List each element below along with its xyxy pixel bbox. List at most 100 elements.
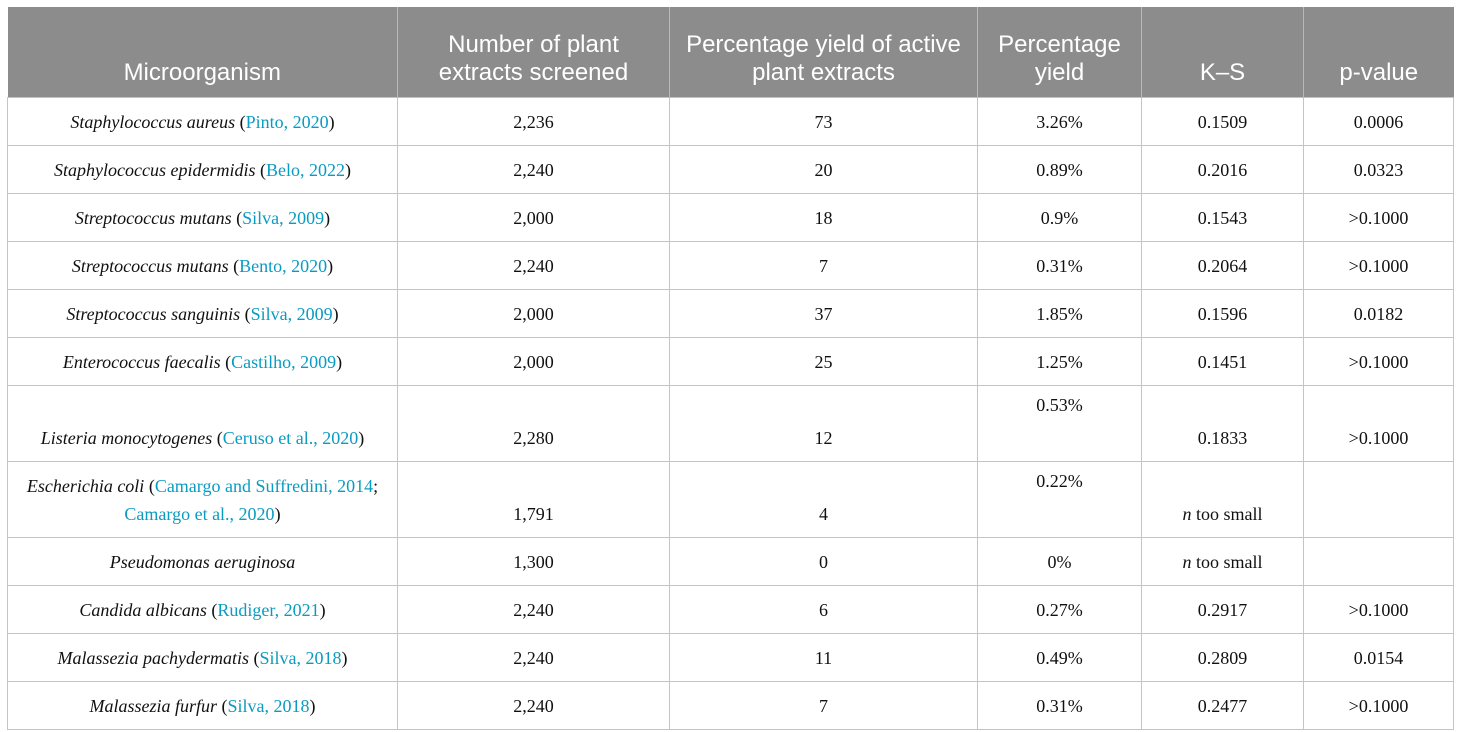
- organism-name: Candida albicans: [79, 600, 207, 620]
- citation-link[interactable]: Ceruso et al., 2020: [222, 428, 359, 448]
- cell-microorganism: Malassezia furfur (Silva, 2018): [7, 681, 398, 730]
- table-row: Staphylococcus aureus (Pinto, 2020) 2,23…: [7, 97, 1454, 146]
- citation-link[interactable]: Silva, 2009: [250, 304, 333, 324]
- cell-screened: 2,280: [397, 385, 670, 462]
- citation-link[interactable]: Rudiger, 2021: [217, 600, 320, 620]
- cell-microorganism: Streptococcus sanguinis (Silva, 2009): [7, 289, 398, 338]
- ks-note: too small: [1191, 504, 1263, 524]
- organism-name: Listeria monocytogenes: [40, 428, 213, 448]
- cell-ks: 0.1833: [1141, 385, 1304, 462]
- cell-microorganism: Listeria monocytogenes (Ceruso et al., 2…: [7, 385, 398, 462]
- organism-name: Streptococcus mutans: [71, 256, 229, 276]
- cell-screened: 2,240: [397, 681, 670, 730]
- citation-link[interactable]: Camargo et al., 2020: [124, 504, 275, 524]
- cell-microorganism: Pseudomonas aeruginosa: [7, 537, 398, 586]
- citation-link[interactable]: Camargo and Suffredini, 2014: [154, 476, 374, 496]
- ref-close: ): [336, 352, 343, 372]
- cell-screened: 2,000: [397, 193, 670, 242]
- cell-active: 7: [669, 241, 978, 290]
- cell-active: 37: [669, 289, 978, 338]
- n-symbol: n: [1182, 504, 1192, 524]
- cell-p-value: 0.0323: [1303, 145, 1454, 194]
- citation-link[interactable]: Silva, 2009: [242, 208, 325, 228]
- citation-link[interactable]: Belo, 2022: [265, 160, 345, 180]
- ref-close: ): [327, 256, 334, 276]
- cell-screened: 2,240: [397, 241, 670, 290]
- ref-open: (: [248, 648, 260, 668]
- organism-name: Staphylococcus epidermidis: [54, 160, 256, 180]
- table-row: Listeria monocytogenes (Ceruso et al., 2…: [7, 385, 1454, 462]
- cell-active: 11: [669, 633, 978, 682]
- ref-close: ): [341, 648, 348, 668]
- cell-ks: n too small: [1141, 461, 1304, 538]
- cell-p-value: >0.1000: [1303, 241, 1454, 290]
- cell-screened: 1,300: [397, 537, 670, 586]
- organism-name: Malassezia pachydermatis: [57, 648, 249, 668]
- table-row: Streptococcus mutans (Silva, 2009) 2,000…: [7, 193, 1454, 242]
- cell-yield: 0.9%: [977, 193, 1142, 242]
- cell-screened: 2,240: [397, 145, 670, 194]
- cell-yield: 0.53%: [977, 385, 1142, 462]
- citation-link[interactable]: Pinto, 2020: [245, 112, 329, 132]
- organism-name: Staphylococcus aureus: [70, 112, 236, 132]
- cell-yield: 0.27%: [977, 585, 1142, 634]
- citation-link[interactable]: Silva, 2018: [227, 696, 310, 716]
- cell-screened: 2,000: [397, 289, 670, 338]
- header-microorganism: Microorganism: [7, 7, 398, 98]
- ref-open: (: [235, 112, 246, 132]
- organism-name: Pseudomonas aeruginosa: [109, 552, 296, 572]
- ref-close: ): [332, 304, 339, 324]
- table-row: Enterococcus faecalis (Castilho, 2009) 2…: [7, 337, 1454, 386]
- table-row: Staphylococcus epidermidis (Belo, 2022) …: [7, 145, 1454, 194]
- n-symbol: n: [1182, 552, 1192, 572]
- cell-ks: 0.1451: [1141, 337, 1304, 386]
- cell-yield: 0.31%: [977, 241, 1142, 290]
- cell-ks: 0.2016: [1141, 145, 1304, 194]
- cell-yield: 0.31%: [977, 681, 1142, 730]
- cell-yield: 0.49%: [977, 633, 1142, 682]
- ref-open: (: [231, 208, 243, 228]
- ref-open: (: [206, 600, 218, 620]
- ref-close: ): [358, 428, 365, 448]
- cell-ks: 0.1543: [1141, 193, 1304, 242]
- citation-link[interactable]: Castilho, 2009: [231, 352, 337, 372]
- ref-close: ): [274, 504, 281, 524]
- ref-open: (: [212, 428, 223, 448]
- cell-yield: 0%: [977, 537, 1142, 586]
- data-table-container: Microorganism Number of plant extracts s…: [7, 7, 1454, 730]
- cell-active: 0: [669, 537, 978, 586]
- organism-name: Streptococcus sanguinis: [66, 304, 241, 324]
- cell-ks: n too small: [1141, 537, 1304, 586]
- data-table: Microorganism Number of plant extracts s…: [7, 7, 1454, 730]
- cell-screened: 2,240: [397, 585, 670, 634]
- cell-p-value: 0.0154: [1303, 633, 1454, 682]
- ref-open: (: [220, 352, 232, 372]
- cell-microorganism: Escherichia coli (Camargo and Suffredini…: [7, 461, 398, 538]
- header-percentage-active: Percentage yield of active plant extract…: [669, 7, 978, 98]
- cell-active: 20: [669, 145, 978, 194]
- organism-name: Escherichia coli: [26, 476, 145, 496]
- cell-ks: 0.1509: [1141, 97, 1304, 146]
- cell-active: 4: [669, 461, 978, 538]
- citation-link[interactable]: Silva, 2018: [259, 648, 342, 668]
- cell-microorganism: Staphylococcus aureus (Pinto, 2020): [7, 97, 398, 146]
- citation-link[interactable]: Bento, 2020: [239, 256, 328, 276]
- cell-p-value: 0.0182: [1303, 289, 1454, 338]
- table-row: Streptococcus mutans (Bento, 2020) 2,240…: [7, 241, 1454, 290]
- table-row: Escherichia coli (Camargo and Suffredini…: [7, 461, 1454, 538]
- cell-microorganism: Staphylococcus epidermidis (Belo, 2022): [7, 145, 398, 194]
- cell-ks: 0.1596: [1141, 289, 1304, 338]
- organism-name: Enterococcus faecalis: [62, 352, 221, 372]
- cell-active: 18: [669, 193, 978, 242]
- cell-yield: 3.26%: [977, 97, 1142, 146]
- cell-microorganism: Streptococcus mutans (Silva, 2009): [7, 193, 398, 242]
- cell-ks: 0.2477: [1141, 681, 1304, 730]
- cell-ks: 0.2917: [1141, 585, 1304, 634]
- cell-microorganism: Streptococcus mutans (Bento, 2020): [7, 241, 398, 290]
- ref-open: (: [217, 696, 228, 716]
- cell-p-value: [1303, 537, 1454, 586]
- cell-p-value: [1303, 461, 1454, 538]
- organism-name: Streptococcus mutans: [74, 208, 232, 228]
- header-percentage-yield: Percentage yield: [977, 7, 1142, 98]
- ref-open: (: [255, 160, 266, 180]
